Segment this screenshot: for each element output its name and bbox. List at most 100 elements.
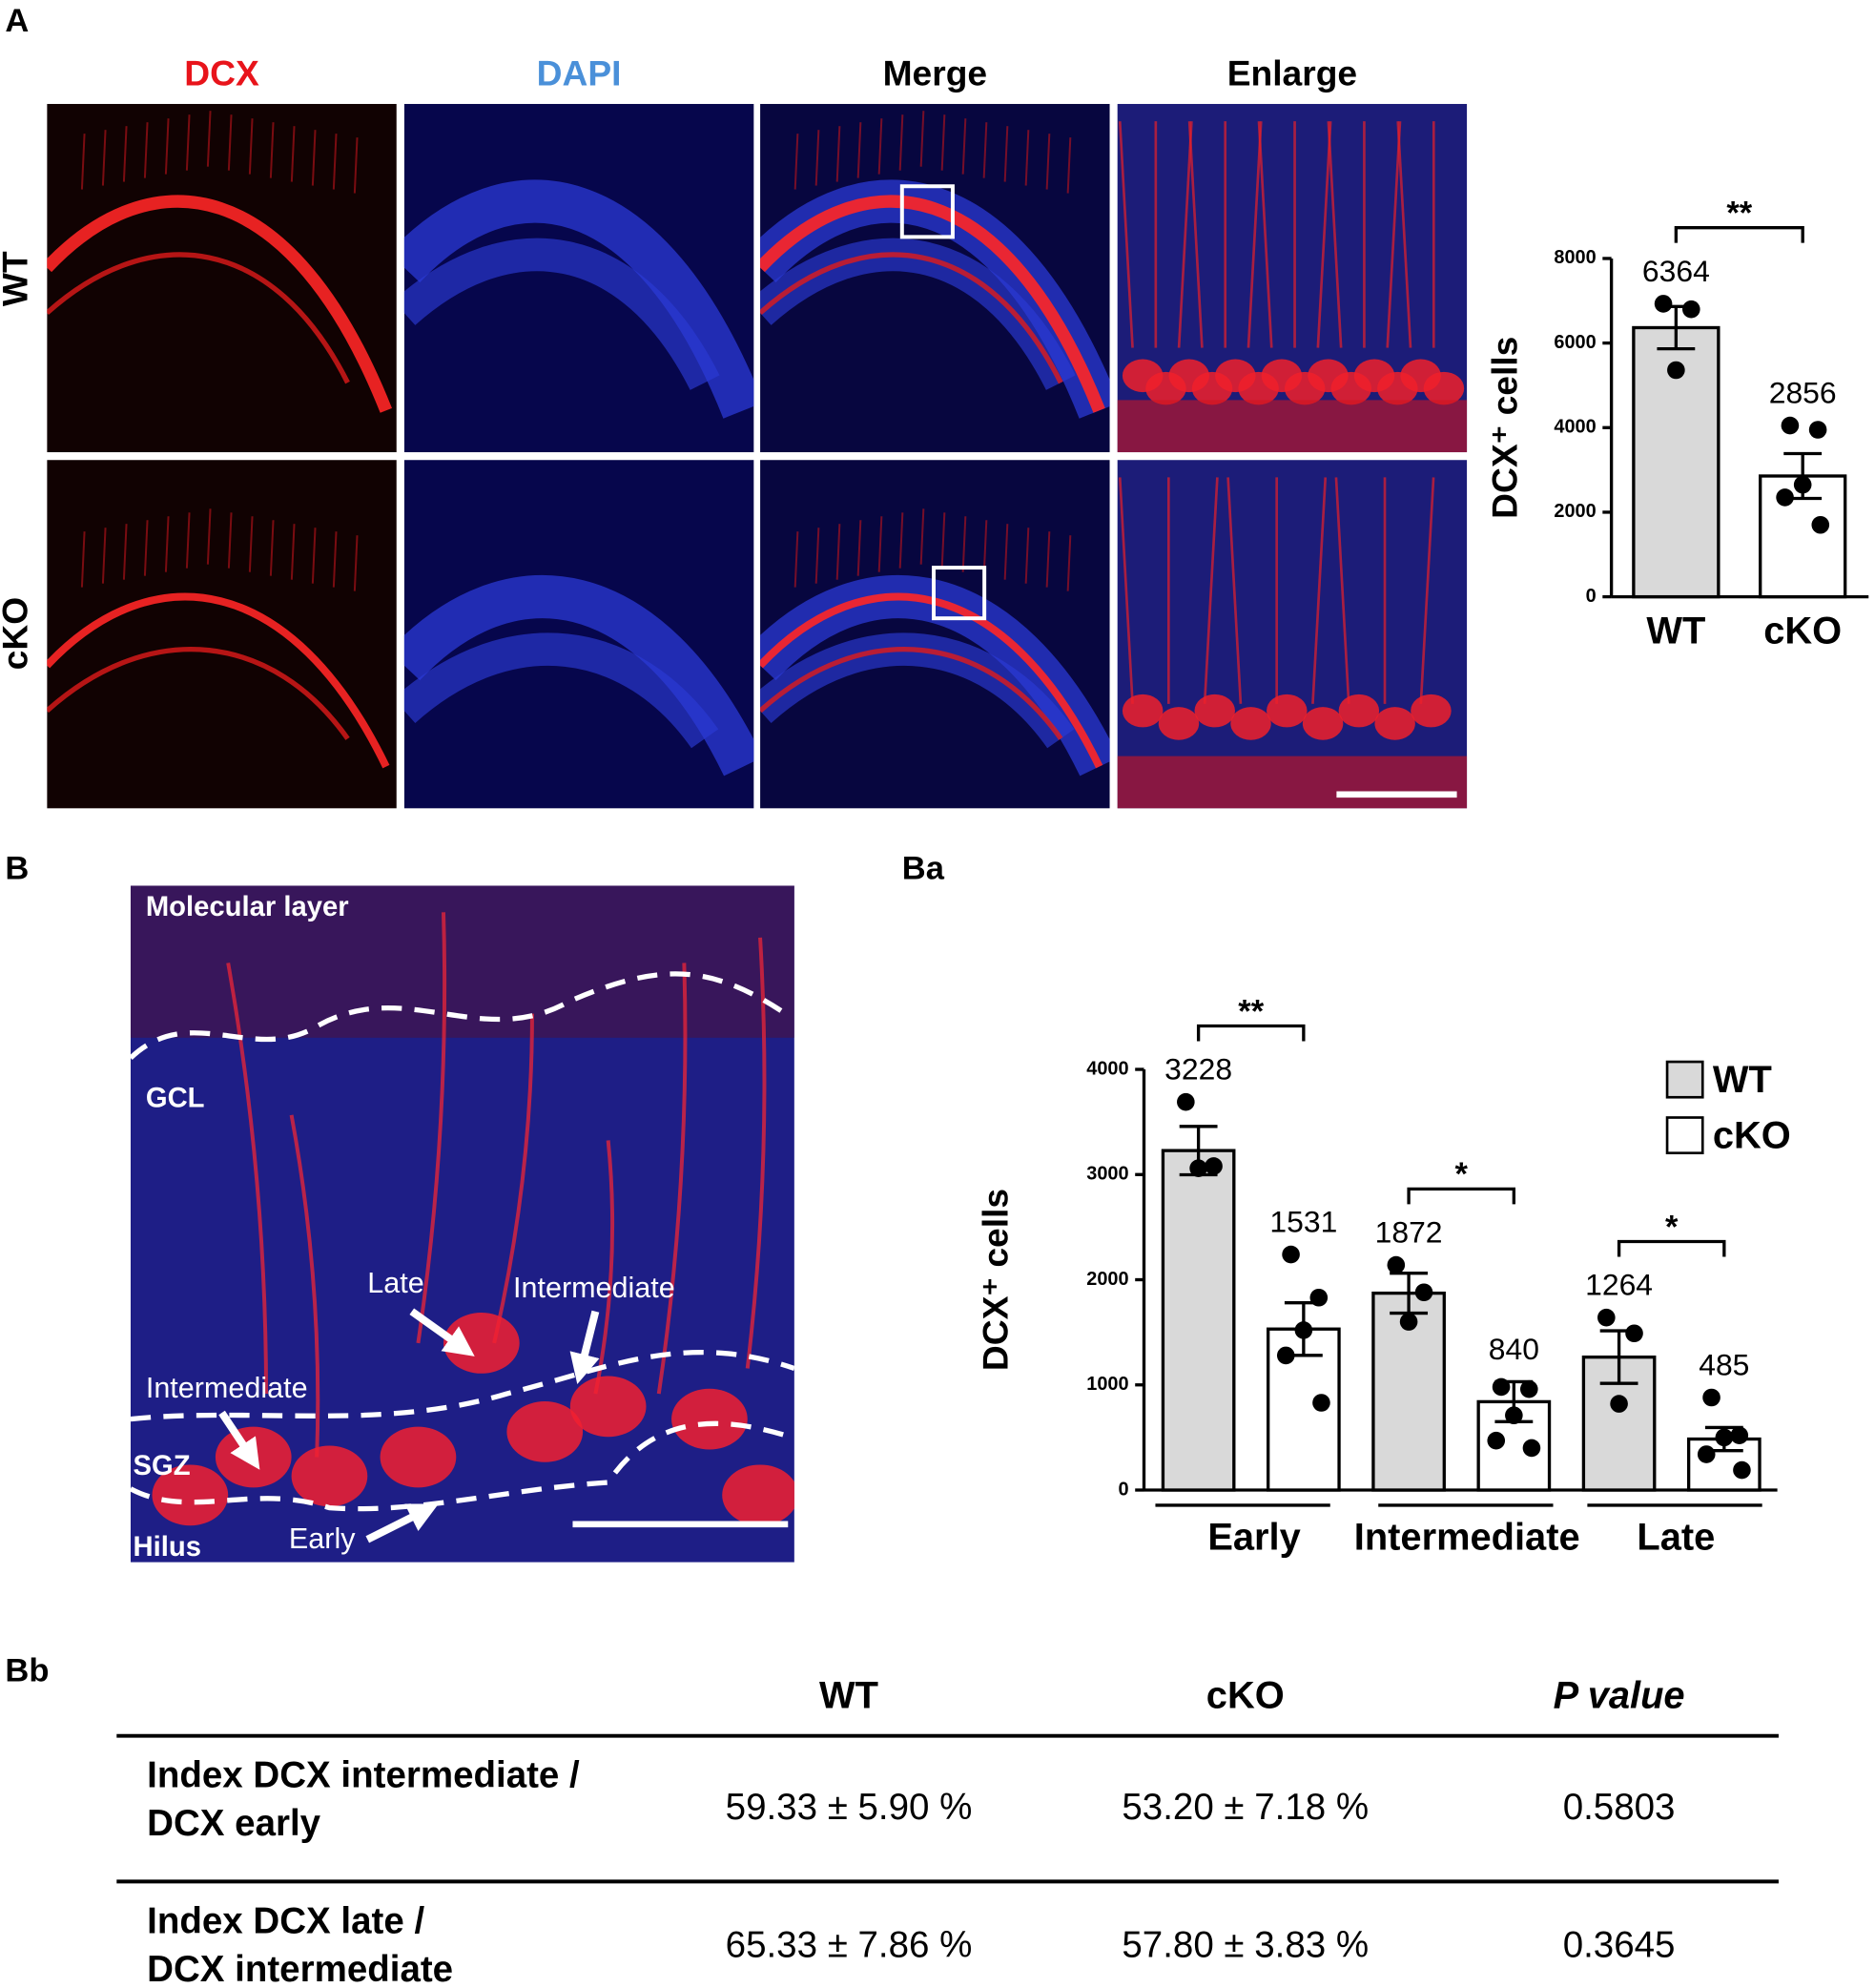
dendrite — [856, 122, 862, 178]
column-header: Merge — [883, 53, 988, 93]
cell-band — [1117, 756, 1468, 809]
dendrite — [1003, 126, 1009, 182]
value-label: 6364 — [1642, 254, 1710, 288]
cell-body — [1267, 694, 1308, 728]
data-point — [1808, 421, 1827, 439]
dendrite — [793, 531, 799, 588]
data-point — [1294, 1321, 1313, 1339]
dendrite — [877, 516, 883, 572]
dendrite — [1311, 477, 1328, 704]
dendrite — [311, 528, 317, 584]
dendrite — [226, 963, 269, 1395]
cell-body — [1411, 694, 1452, 728]
significance-bracket — [1196, 1024, 1306, 1042]
dendrite — [122, 524, 128, 580]
cell-body — [1338, 694, 1380, 728]
dendrite — [185, 114, 191, 171]
data-point — [1492, 1377, 1511, 1397]
dendrite — [311, 130, 317, 186]
dendrite — [1226, 477, 1243, 704]
dendrite — [164, 118, 170, 175]
table-cell: 53.20 ± 7.18 % — [1122, 1787, 1369, 1828]
dendrite — [143, 520, 149, 576]
cell-body — [671, 1388, 748, 1450]
data-point — [1487, 1431, 1506, 1450]
data-point — [1205, 1157, 1223, 1175]
y-tick-label: 8000 — [1554, 247, 1596, 268]
data-point — [1715, 1428, 1734, 1447]
image-label: Intermediate — [146, 1372, 308, 1404]
data-point — [1654, 295, 1673, 313]
dendrite — [982, 122, 988, 178]
panel-label: A — [5, 3, 29, 39]
dendrite — [961, 516, 967, 572]
dendrite — [332, 531, 338, 588]
data-point — [1189, 1159, 1207, 1177]
dendrite — [289, 1114, 320, 1458]
arrow — [569, 1310, 600, 1385]
y-tick-label: 2000 — [1554, 501, 1596, 522]
y-axis-label: DCX⁺ cells — [1485, 337, 1525, 519]
data-point — [1610, 1395, 1628, 1413]
dendrite — [1024, 528, 1030, 584]
dcx-layer — [760, 647, 1063, 740]
micrograph — [47, 103, 397, 453]
dendrite — [122, 126, 128, 182]
micrograph — [760, 103, 1110, 453]
legend-label: WT — [1713, 1059, 1772, 1101]
y-tick-label: 1000 — [1086, 1374, 1128, 1395]
dcx-layer — [47, 252, 350, 384]
bar — [1161, 1149, 1236, 1492]
dendrite — [1003, 524, 1009, 580]
dendrite — [898, 512, 904, 569]
dendrite — [353, 535, 359, 591]
significance-label: * — [1455, 1156, 1469, 1192]
layer-boundary — [130, 971, 788, 1060]
image-label: GCL — [146, 1084, 205, 1114]
arrow — [365, 1503, 439, 1543]
table-cell: 59.33 ± 5.90 % — [726, 1787, 973, 1828]
micrograph — [47, 460, 397, 809]
cell-body — [152, 1464, 229, 1526]
row-label: Index DCX intermediate / — [147, 1755, 580, 1796]
dendrite — [793, 134, 799, 190]
cell-body — [722, 1464, 794, 1526]
row-label: cKO — [0, 597, 35, 670]
y-tick-label: 4000 — [1554, 417, 1596, 438]
dendrite — [80, 531, 86, 588]
inset-box — [932, 566, 987, 621]
cell-body — [1230, 707, 1271, 740]
data-point — [1776, 488, 1794, 507]
data-point — [1625, 1324, 1643, 1343]
legend-label: cKO — [1713, 1114, 1791, 1156]
dendrite — [835, 126, 841, 182]
dendrite — [1257, 121, 1273, 348]
granule-layer — [403, 575, 754, 777]
x-tick-label: Intermediate — [1354, 1516, 1580, 1558]
significance-label: ** — [1726, 196, 1752, 232]
column-header: P value — [1554, 1674, 1685, 1716]
dendrite — [835, 524, 841, 580]
micrograph — [403, 103, 754, 453]
dendrite — [185, 512, 191, 569]
image-label: Molecular layer — [146, 892, 349, 922]
value-label: 3228 — [1164, 1052, 1232, 1087]
data-point — [1667, 361, 1685, 380]
dendrite — [101, 130, 107, 186]
cell-body — [1122, 694, 1164, 728]
data-point — [1399, 1313, 1418, 1331]
dendrite — [1066, 535, 1072, 591]
dendrite — [940, 512, 946, 569]
legend-swatch — [1665, 1060, 1704, 1099]
cell-body — [1158, 707, 1200, 740]
dendrite — [206, 111, 212, 167]
dendrite — [940, 114, 946, 171]
image-label: Late — [367, 1267, 423, 1299]
micrograph-bg — [47, 460, 397, 809]
layer-boundary — [130, 1420, 794, 1512]
arrow — [218, 1410, 260, 1470]
dendrite — [1386, 121, 1402, 348]
value-label: 1264 — [1585, 1268, 1653, 1302]
table-cell: 0.5803 — [1563, 1787, 1676, 1828]
